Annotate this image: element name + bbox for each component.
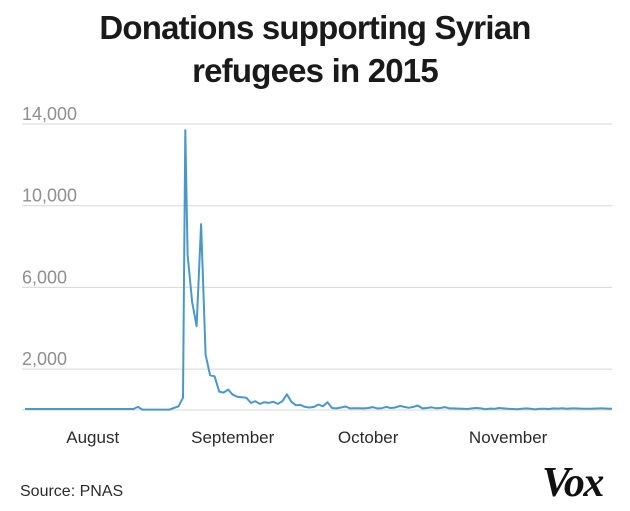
- chart-title: Donations supporting Syrian refugees in …: [0, 6, 630, 92]
- x-tick-label: August: [66, 428, 119, 447]
- gridlines: [22, 123, 612, 411]
- y-axis-tick-labels: 2,000 6,000 10,000 14,000: [22, 104, 77, 369]
- y-tick-label: 10,000: [22, 186, 77, 206]
- chart-title-line-2: refugees in 2015: [192, 52, 439, 89]
- chart-title-line-1: Donations supporting Syrian: [99, 9, 531, 46]
- y-tick-label: 14,000: [22, 104, 77, 124]
- source-note: Source: PNAS: [20, 483, 124, 500]
- line-chart: 2,000 6,000 10,000 14,000 August September Oc…: [22, 104, 613, 447]
- vox-logo: Vox: [542, 460, 604, 506]
- series-line-0: [25, 129, 613, 411]
- x-tick-label: September: [191, 428, 274, 447]
- x-axis-tick-labels: August September October November: [66, 428, 547, 447]
- series-group: [25, 129, 613, 411]
- x-tick-label: November: [469, 428, 548, 447]
- x-tick-label: October: [338, 428, 399, 447]
- y-tick-label: 6,000: [22, 267, 67, 287]
- y-tick-label: 2,000: [22, 349, 67, 369]
